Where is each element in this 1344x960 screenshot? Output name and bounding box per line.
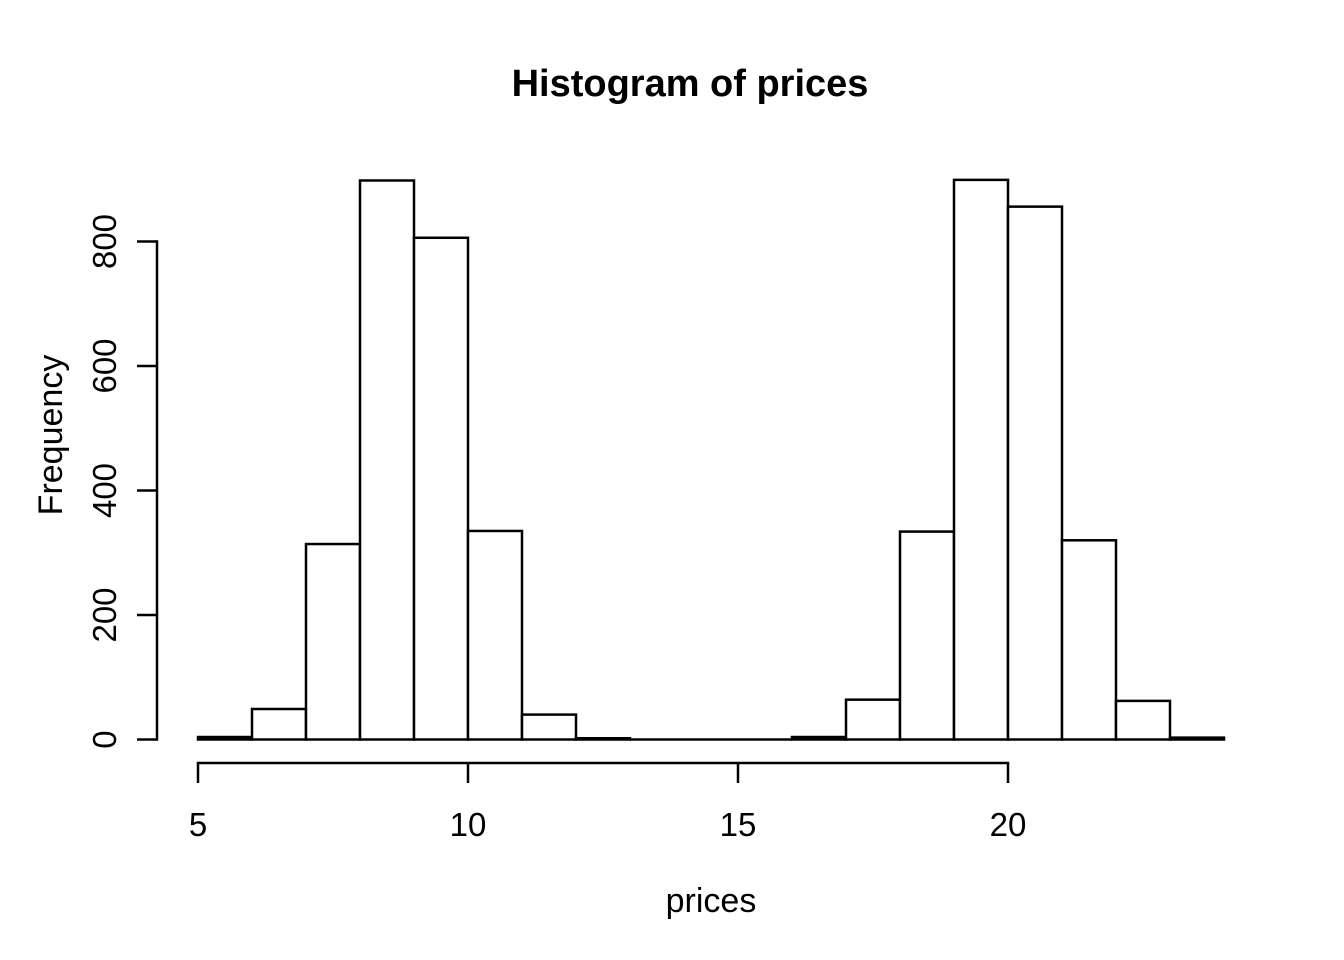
histogram-bar — [952, 178, 1010, 741]
histogram-bar — [196, 735, 254, 741]
x-axis-label: prices — [666, 882, 757, 920]
bars-group — [196, 178, 1226, 741]
histogram-bar — [844, 698, 902, 741]
y-axis-label: Frequency — [32, 355, 70, 516]
histogram-bar — [1114, 699, 1172, 741]
y-tick-label: 600 — [86, 338, 123, 393]
histogram-bar — [898, 530, 956, 741]
y-tick-label: 200 — [86, 587, 123, 642]
chart-title: Histogram of prices — [512, 63, 869, 105]
x-tick-label: 5 — [189, 806, 207, 843]
histogram-bar — [1168, 736, 1226, 741]
histogram-bar — [520, 713, 578, 741]
x-tick-label: 10 — [450, 806, 487, 843]
histogram-bar — [1006, 205, 1064, 741]
histogram-bar — [304, 542, 362, 741]
histogram-bar — [466, 529, 524, 741]
histogram-bar — [790, 735, 848, 741]
y-tick-label: 800 — [86, 214, 123, 269]
histogram-bar — [250, 707, 308, 741]
y-axis: 0 200 400 600 800 — [86, 214, 159, 749]
x-axis: 5 10 15 20 — [189, 761, 1027, 843]
histogram-bar — [1060, 539, 1118, 741]
y-tick-label: 400 — [86, 463, 123, 518]
y-tick-label: 0 — [86, 730, 123, 748]
histogram-bar — [358, 179, 416, 741]
histogram-bar — [412, 236, 470, 741]
histogram-bar — [574, 737, 632, 741]
x-tick-label: 15 — [720, 806, 757, 843]
x-tick-label: 20 — [990, 806, 1027, 843]
